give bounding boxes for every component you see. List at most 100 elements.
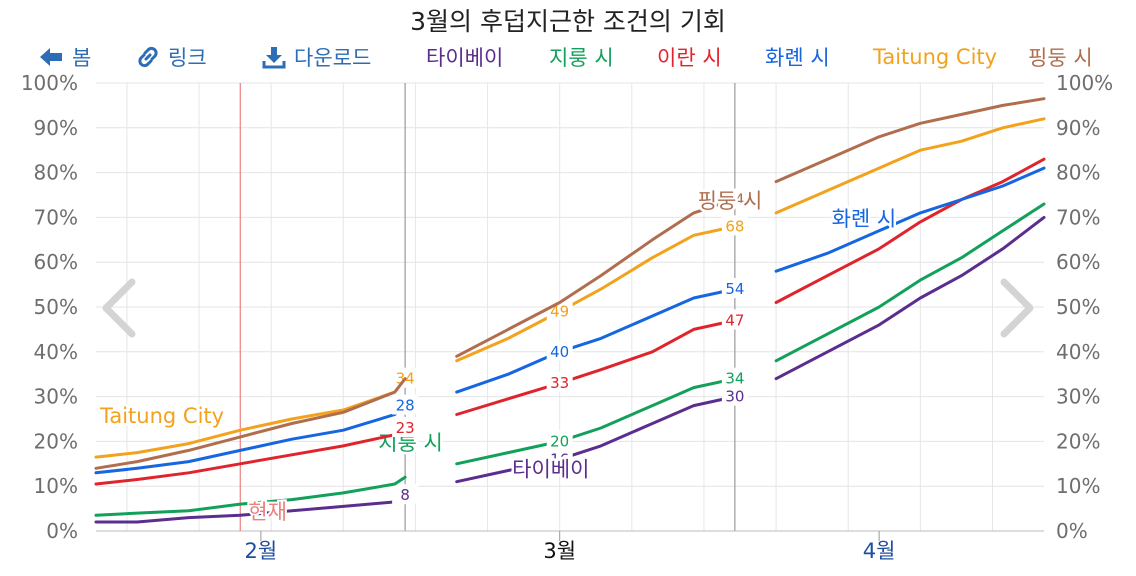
series-타이베이: 8 16 30 타이베이 [94, 215, 1046, 524]
legend-item-keelung[interactable]: 지룽 시 [549, 40, 614, 74]
series-이란 시: 23 33 47 [94, 157, 1046, 486]
data-label: 16 [550, 450, 569, 468]
data-label-bg [546, 340, 573, 361]
series-line [94, 493, 407, 524]
y-tick-label-right: 30% [1056, 385, 1100, 409]
y-tick-label-right: 90% [1056, 116, 1100, 140]
data-label: 30 [725, 388, 744, 406]
y-tick-label-left: 90% [34, 116, 78, 140]
y-tick-label-right: 20% [1056, 429, 1100, 453]
data-label-bg [392, 484, 419, 505]
series-line [774, 215, 1046, 381]
chevron-right-icon[interactable] [996, 278, 1036, 338]
x-tick-label: 2월 [245, 539, 278, 563]
y-tick-label-right: 40% [1056, 340, 1100, 364]
data-label: 68 [725, 217, 744, 235]
series-line [455, 395, 737, 484]
y-tick-label-right: 0% [1056, 519, 1088, 543]
data-label-bg [721, 385, 748, 406]
data-label: 33 [550, 374, 569, 392]
back-label: 봄 [72, 46, 92, 70]
data-label: 40 [550, 343, 569, 361]
series-line [455, 198, 737, 358]
link-button[interactable]: 링크 [136, 40, 207, 74]
data-label: 34 [725, 370, 744, 388]
y-tick-label-left: 70% [34, 205, 78, 229]
y-tick-label-left: 60% [34, 250, 78, 274]
data-label: 23 [396, 419, 415, 437]
y-tick-label-right: 10% [1056, 474, 1100, 498]
legend-item-hualien[interactable]: 화롄 시 [765, 40, 830, 74]
y-tick-label-right: 70% [1056, 205, 1100, 229]
series-line [455, 287, 737, 394]
series-Taitung City: 34 49 68 Taitung City [94, 117, 1046, 459]
now-label: 현재 [248, 500, 287, 524]
data-label-bg [546, 372, 573, 393]
y-tick-label-left: 100% [21, 71, 78, 95]
legend-label: 화롄 시 [765, 46, 830, 70]
data-label: 54 [725, 280, 744, 298]
legend-label: 지룽 시 [549, 46, 614, 70]
series-callout: Taitung City [99, 404, 224, 428]
data-label-bg [546, 430, 573, 451]
data-label-bg [721, 215, 748, 236]
y-tick-label-left: 0% [46, 519, 78, 543]
data-label-bg [721, 309, 748, 330]
y-tick-label-left: 10% [34, 474, 78, 498]
data-label: 28 [396, 397, 415, 415]
chart-title: 3월의 후덥지근한 조건의 기회 [410, 7, 726, 36]
y-tick-label-right: 60% [1056, 250, 1100, 274]
back-button[interactable]: 봄 [38, 40, 91, 74]
data-label-bg [392, 416, 419, 437]
series-line [774, 117, 1046, 215]
data-label: 49 [550, 302, 569, 320]
series-line [774, 97, 1046, 184]
chevron-left-icon[interactable] [100, 278, 140, 338]
series-line [455, 377, 737, 466]
y-tick-label-left: 20% [34, 429, 78, 453]
series-화롄 시: 28 40 54 화롄 시 [94, 166, 1046, 475]
series-callout: 핑둥 시 [698, 189, 763, 213]
y-tick-label-right: 100% [1056, 71, 1113, 95]
link-icon [138, 46, 158, 68]
y-tick-label-right: 80% [1056, 161, 1100, 185]
link-label: 링크 [168, 46, 207, 70]
legend-item-taitung[interactable]: Taitung City [873, 40, 997, 74]
legend-label: Taitung City [873, 45, 998, 69]
legend-item-taipei[interactable]: 타이베이 [426, 40, 503, 74]
arrow-left-icon [40, 48, 62, 66]
x-tick-label: 3월 [543, 539, 576, 563]
series-line [94, 475, 407, 517]
series-line [774, 166, 1046, 273]
series-line [94, 426, 407, 486]
data-label: 20 [550, 432, 569, 450]
download-icon [262, 47, 286, 69]
legend-label: 핑둥 시 [1028, 46, 1093, 70]
legend-item-yilan[interactable]: 이란 시 [657, 40, 722, 74]
series-line [774, 157, 1046, 304]
y-tick-label-left: 50% [34, 295, 78, 319]
series-line [455, 318, 737, 416]
data-label: 8 [400, 486, 410, 504]
series-line [94, 404, 407, 475]
y-tick-label-left: 80% [34, 161, 78, 185]
data-label-bg [546, 448, 573, 469]
series-callout: 화롄 시 [832, 207, 897, 231]
x-tick-label: 4월 [863, 539, 896, 563]
download-label: 다운로드 [294, 46, 372, 70]
data-label: 74 [725, 190, 744, 208]
data-label-bg [721, 278, 748, 299]
series-line [94, 377, 407, 470]
y-tick-label-right: 50% [1056, 295, 1100, 319]
data-label: 47 [725, 311, 744, 329]
legend-label: 타이베이 [426, 46, 504, 70]
series-line [774, 202, 1046, 363]
series-callout: 타이베이 [512, 458, 589, 482]
data-label-bg [721, 188, 748, 209]
legend-item-pingtung[interactable]: 핑둥 시 [1028, 40, 1093, 74]
y-tick-label-left: 40% [34, 340, 78, 364]
series-line [455, 224, 737, 363]
download-button[interactable]: 다운로드 [262, 40, 371, 74]
data-label-bg [392, 394, 419, 415]
